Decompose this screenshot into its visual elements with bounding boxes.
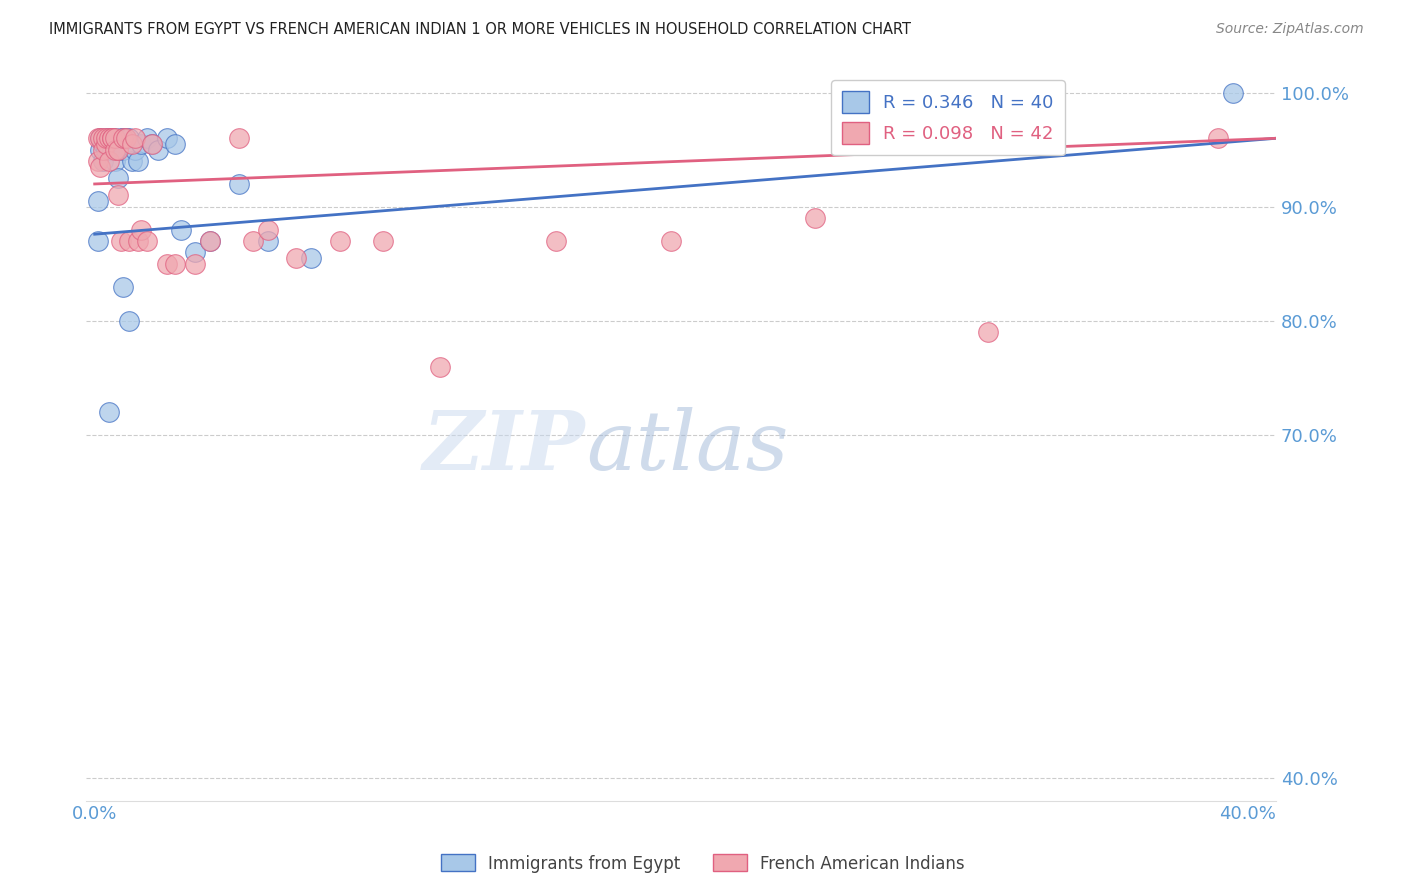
Point — [107, 171, 129, 186]
Point — [804, 211, 827, 226]
Point — [429, 359, 451, 374]
Point — [242, 234, 264, 248]
Point — [89, 160, 111, 174]
Point — [156, 257, 179, 271]
Point — [96, 143, 118, 157]
Point — [115, 131, 138, 145]
Point — [121, 136, 143, 151]
Point — [129, 136, 152, 151]
Text: Source: ZipAtlas.com: Source: ZipAtlas.com — [1216, 22, 1364, 37]
Point — [544, 234, 567, 248]
Point — [110, 131, 132, 145]
Point — [89, 131, 111, 145]
Point — [104, 154, 127, 169]
Point — [170, 222, 193, 236]
Point — [101, 131, 124, 145]
Point — [141, 136, 163, 151]
Point — [86, 194, 108, 208]
Point — [1208, 131, 1230, 145]
Point — [98, 131, 121, 145]
Point — [198, 234, 221, 248]
Point — [104, 131, 127, 145]
Point — [124, 131, 146, 145]
Point — [156, 131, 179, 145]
Point — [135, 131, 157, 145]
Point — [285, 251, 308, 265]
Point — [96, 131, 118, 145]
Point — [112, 143, 135, 157]
Text: atlas: atlas — [586, 407, 789, 487]
Point — [115, 131, 138, 145]
Point — [198, 234, 221, 248]
Point — [98, 405, 121, 419]
Point — [107, 188, 129, 202]
Point — [91, 143, 114, 157]
Point — [86, 154, 108, 169]
Point — [184, 245, 207, 260]
Point — [118, 234, 141, 248]
Point — [127, 154, 149, 169]
Point — [101, 143, 124, 157]
Point — [91, 136, 114, 151]
Point — [659, 234, 682, 248]
Point — [977, 326, 1000, 340]
Point — [86, 234, 108, 248]
Point — [118, 314, 141, 328]
Text: IMMIGRANTS FROM EGYPT VS FRENCH AMERICAN INDIAN 1 OR MORE VEHICLES IN HOUSEHOLD : IMMIGRANTS FROM EGYPT VS FRENCH AMERICAN… — [49, 22, 911, 37]
Point — [96, 136, 118, 151]
Point — [104, 143, 127, 157]
Point — [91, 154, 114, 169]
Point — [107, 143, 129, 157]
Point — [112, 131, 135, 145]
Point — [127, 234, 149, 248]
Legend: Immigrants from Egypt, French American Indians: Immigrants from Egypt, French American I… — [434, 847, 972, 880]
Point — [146, 143, 169, 157]
Point — [96, 131, 118, 145]
Point — [98, 131, 121, 145]
Point — [107, 143, 129, 157]
Point — [110, 234, 132, 248]
Legend: R = 0.346   N = 40, R = 0.098   N = 42: R = 0.346 N = 40, R = 0.098 N = 42 — [831, 80, 1064, 155]
Point — [89, 143, 111, 157]
Point — [112, 279, 135, 293]
Point — [89, 131, 111, 145]
Point — [165, 257, 187, 271]
Point — [371, 234, 394, 248]
Point — [121, 154, 143, 169]
Point — [141, 136, 163, 151]
Point — [124, 143, 146, 157]
Point — [104, 131, 127, 145]
Point — [101, 131, 124, 145]
Point — [165, 136, 187, 151]
Point — [91, 131, 114, 145]
Point — [329, 234, 352, 248]
Point — [299, 251, 322, 265]
Point — [98, 154, 121, 169]
Point — [1222, 86, 1244, 100]
Point — [256, 234, 278, 248]
Text: ZIP: ZIP — [423, 407, 586, 487]
Point — [86, 131, 108, 145]
Point — [228, 177, 250, 191]
Point — [98, 143, 121, 157]
Point — [228, 131, 250, 145]
Point — [112, 131, 135, 145]
Point — [256, 222, 278, 236]
Point — [118, 131, 141, 145]
Point — [101, 131, 124, 145]
Point — [184, 257, 207, 271]
Point — [129, 222, 152, 236]
Point — [135, 234, 157, 248]
